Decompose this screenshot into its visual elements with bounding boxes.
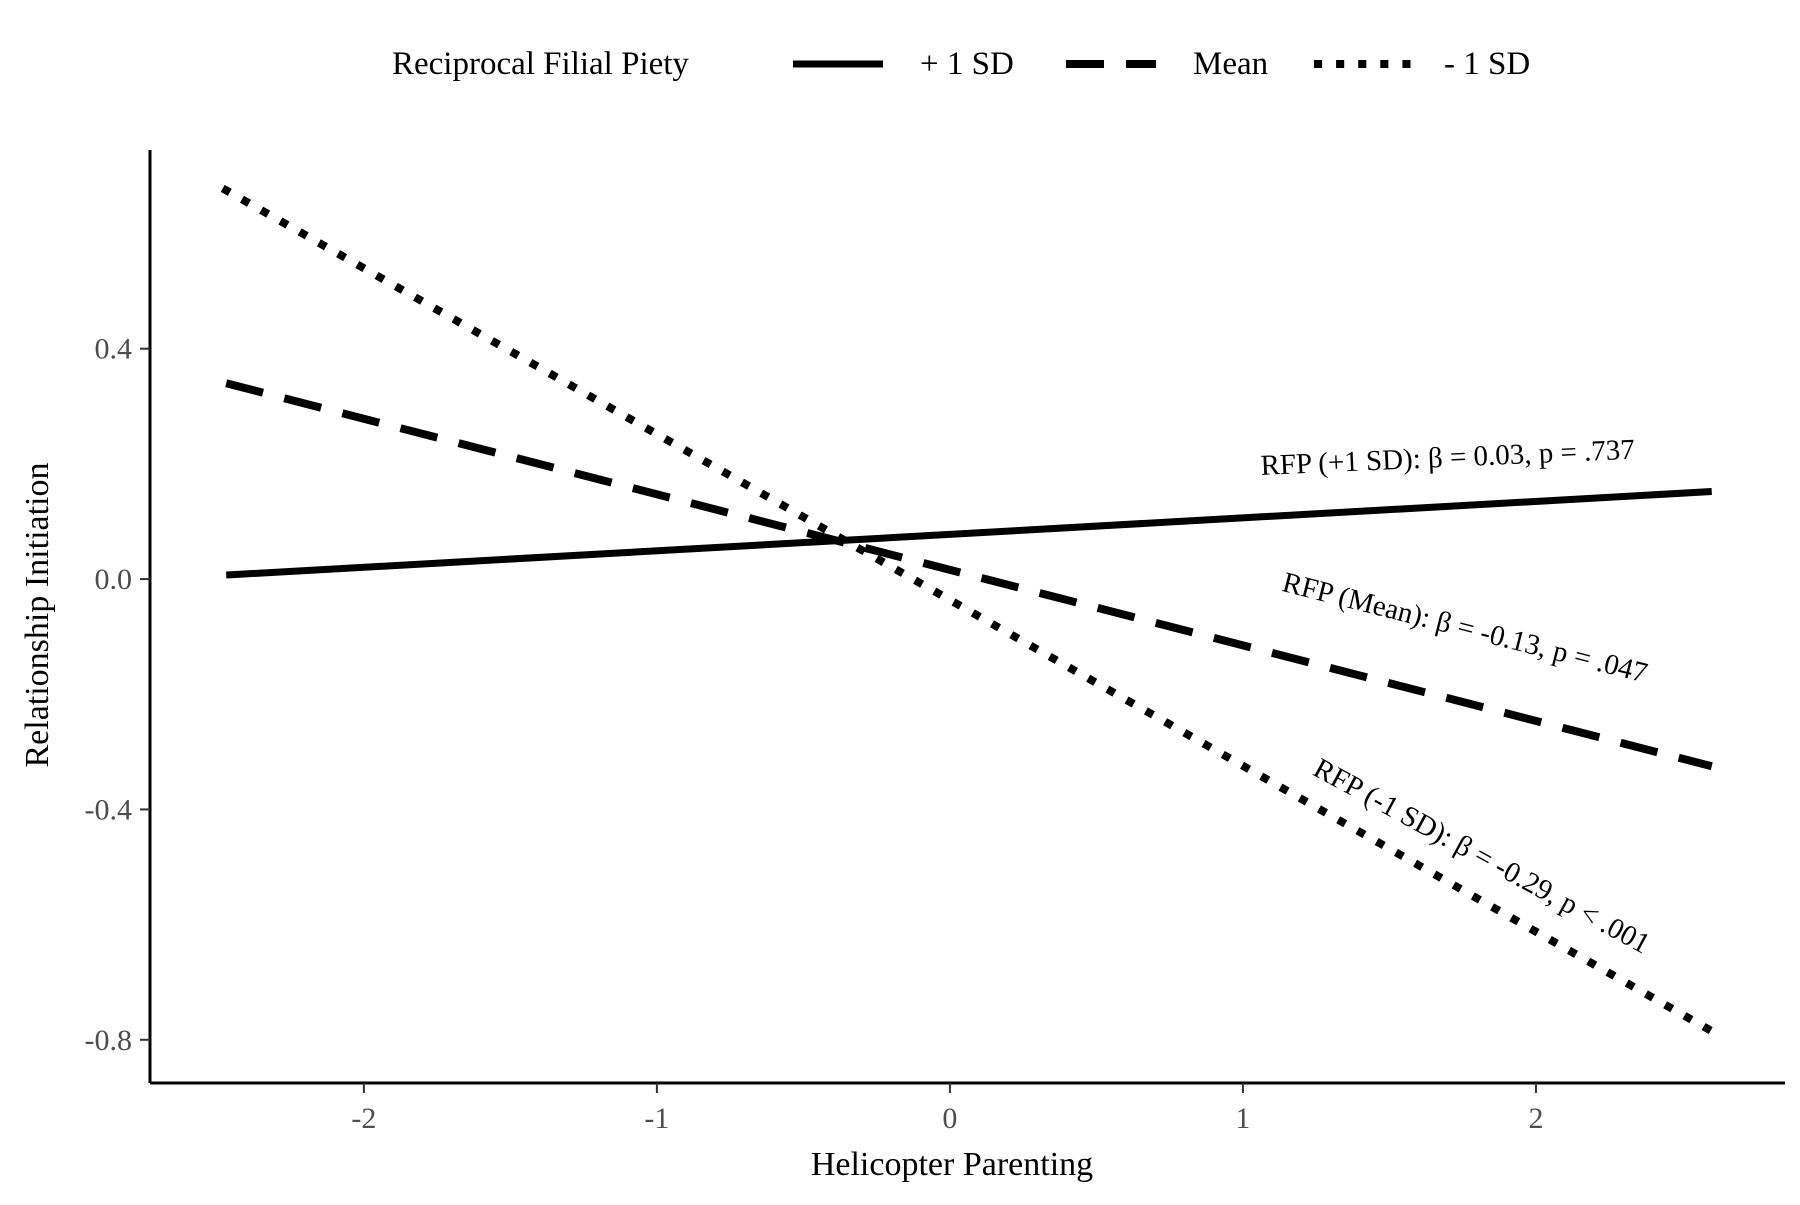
y-tick-label: -0.4 — [85, 793, 133, 826]
x-axis-title: Helicopter Parenting — [811, 1146, 1093, 1183]
legend-label-1-sd: - 1 SD — [1444, 46, 1530, 82]
x-tick-label: -2 — [351, 1102, 376, 1135]
slope-annotation: RFP (+1 SD): β = 0.03, p = .737 — [1260, 434, 1636, 482]
legend-title: Reciprocal Filial Piety — [392, 46, 689, 82]
y-tick-label: 0.4 — [95, 333, 133, 366]
x-tick-label: 0 — [942, 1102, 957, 1135]
legend-label-mean: Mean — [1193, 46, 1268, 82]
legend-label-1-sd: + 1 SD — [920, 46, 1014, 82]
series-line-dashed — [225, 379, 1713, 771]
slope-annotation: RFP (-1 SD): β = -0.29, p < .001 — [1308, 752, 1655, 960]
y-tick-label: 0.0 — [95, 563, 133, 596]
y-tick-label: -0.8 — [85, 1024, 133, 1057]
x-tick-label: 2 — [1528, 1102, 1543, 1135]
series-line-dotted — [220, 184, 1718, 1037]
x-tick-label: 1 — [1235, 1102, 1250, 1135]
x-tick-label: -1 — [644, 1102, 669, 1135]
y-axis-title: Relationship Initiation — [19, 462, 56, 767]
legend: Reciprocal Filial Piety + 1 SD Mean - 1 SD — [392, 46, 1530, 82]
series-line-solid — [225, 488, 1712, 579]
